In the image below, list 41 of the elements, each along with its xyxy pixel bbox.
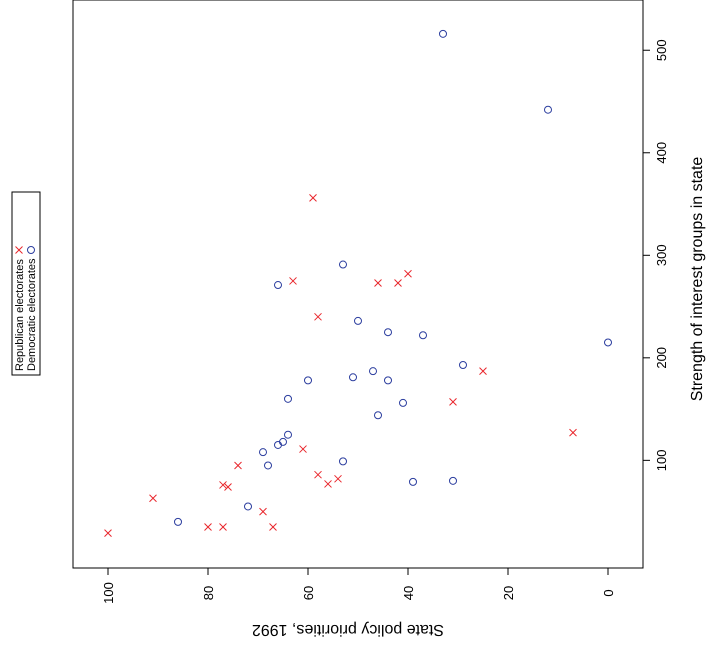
point	[279, 438, 287, 446]
point	[339, 260, 347, 269]
y-tick-label: 400	[654, 142, 669, 164]
x-tick-label: 80	[201, 586, 216, 600]
point	[304, 376, 312, 384]
point	[369, 367, 377, 376]
y-tick-label: 500	[654, 39, 669, 62]
point	[264, 461, 272, 470]
y-tick-label: 300	[654, 244, 669, 266]
x-axis-title: State policy priorities, 1992	[252, 621, 444, 638]
point	[274, 281, 282, 290]
point	[439, 30, 447, 38]
x-tick-label: 20	[501, 586, 516, 600]
x-tick-label: 40	[401, 586, 416, 600]
point	[349, 373, 357, 382]
point	[544, 106, 552, 114]
point	[459, 360, 467, 369]
point	[284, 394, 292, 403]
point	[284, 430, 292, 439]
point	[419, 331, 427, 340]
point	[374, 411, 382, 420]
point	[384, 376, 392, 384]
point	[354, 316, 362, 325]
x-tick-label: 0	[601, 589, 616, 597]
x-tick-label: 60	[301, 586, 316, 600]
x-tick-label: 100	[101, 582, 116, 604]
point	[244, 502, 252, 510]
point	[339, 457, 347, 466]
legend-label: Democratic electorates	[26, 258, 38, 371]
point	[384, 328, 392, 336]
y-axis-title: Strength of interest groups in state	[689, 156, 706, 402]
point	[274, 440, 282, 449]
point	[174, 518, 182, 526]
point	[399, 398, 407, 407]
point	[604, 338, 612, 346]
y-tick-label: 200	[654, 346, 669, 369]
point	[259, 448, 267, 456]
legend-label: Republican electorates	[14, 258, 26, 371]
point	[449, 476, 457, 485]
point	[409, 478, 417, 486]
y-tick-label: 100	[654, 449, 669, 472]
